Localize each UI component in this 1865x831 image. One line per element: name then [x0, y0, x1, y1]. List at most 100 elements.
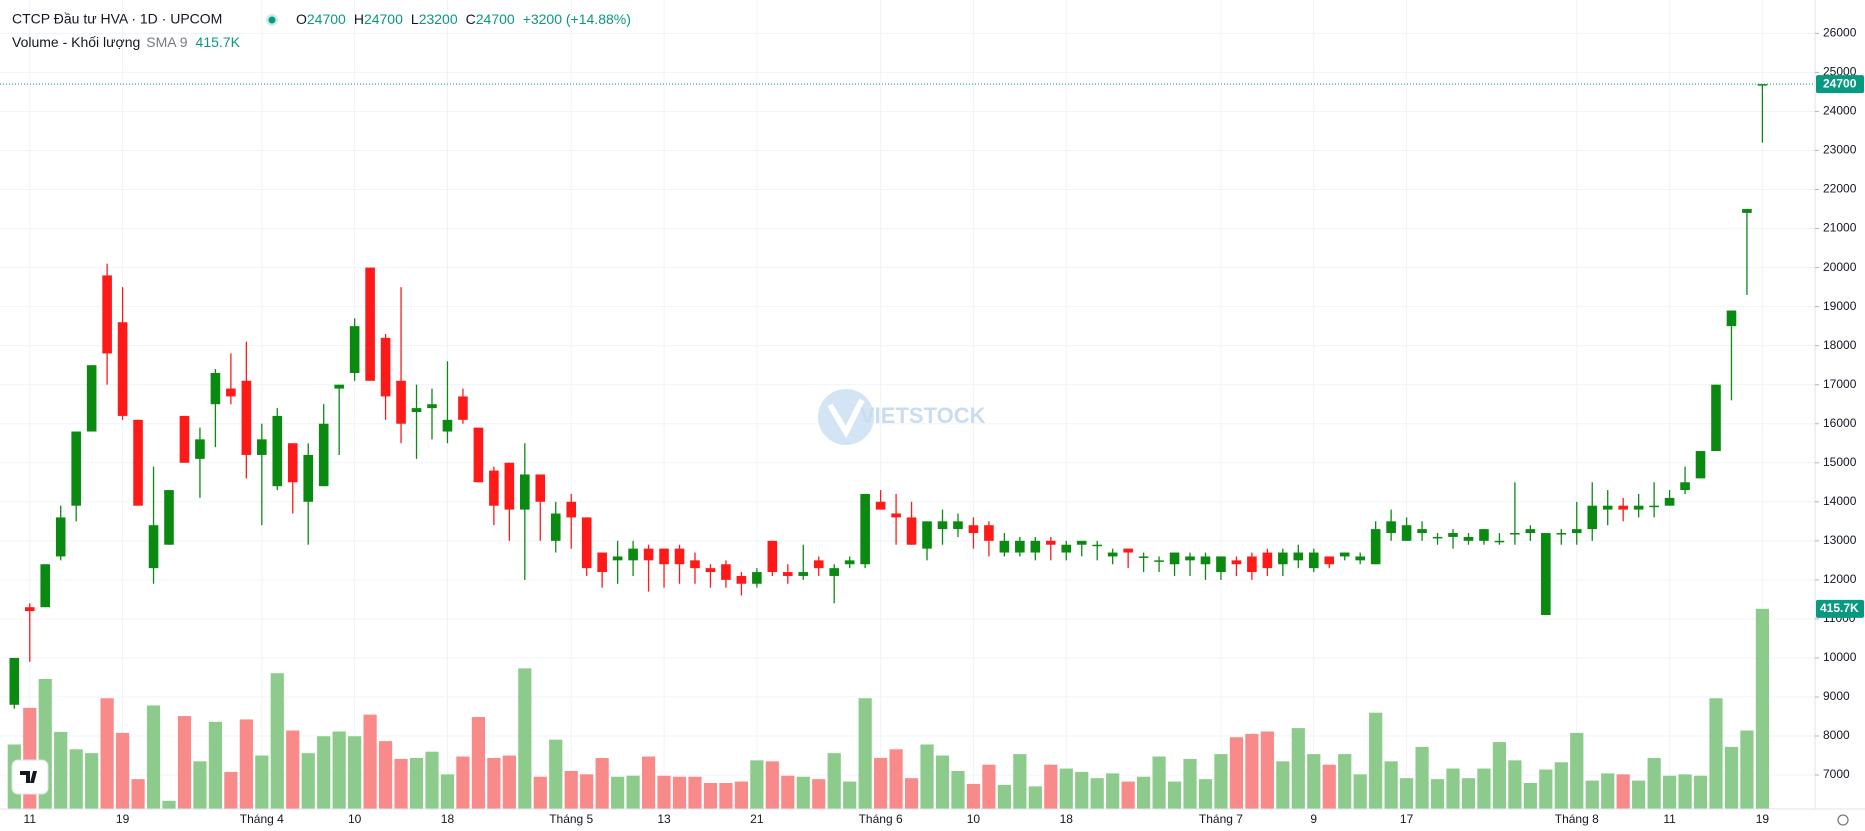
- volume-bar: [1446, 768, 1460, 809]
- volume-bar: [131, 779, 145, 809]
- volume-bar: [580, 774, 594, 809]
- x-tick-label: Tháng 6: [859, 812, 903, 826]
- volume-bar: [564, 770, 578, 809]
- candle-body: [860, 493, 870, 565]
- candle-body: [829, 568, 840, 576]
- candle-body: [40, 564, 51, 608]
- volume-bar: [1276, 761, 1290, 809]
- volume-bar: [982, 764, 996, 809]
- ohlc-value: 24700: [476, 11, 515, 27]
- volume-bar: [471, 717, 485, 809]
- candle-body: [1432, 536, 1443, 539]
- volume-bar: [1477, 768, 1491, 809]
- candle-body: [9, 657, 20, 705]
- candle-body: [674, 548, 685, 565]
- y-tick-label: 8000: [1823, 728, 1850, 742]
- last-volume-label: 415.7K: [1820, 601, 1859, 615]
- y-tick-label: 12000: [1823, 572, 1857, 586]
- volume-bar: [1632, 780, 1646, 809]
- candle-body: [1185, 556, 1195, 561]
- volume-bar: [85, 753, 99, 809]
- ohlc-legend: O24700 H24700 L23200 C24700 +3200 (+14.88%): [296, 11, 631, 27]
- volume-bar: [611, 776, 625, 809]
- y-tick-label: 19000: [1823, 299, 1857, 313]
- volume-title: Volume - Khối lượng: [12, 34, 140, 50]
- ohlc-value: 23200: [419, 11, 458, 27]
- change: +3200 (+14.88%): [523, 11, 631, 27]
- y-tick-label: 16000: [1823, 416, 1857, 430]
- candle-body: [504, 462, 515, 510]
- volume-bar: [270, 673, 284, 809]
- candle-body: [1355, 556, 1365, 561]
- candle-body: [1401, 525, 1412, 541]
- volume-bar: [935, 755, 950, 809]
- volume-bar: [1740, 730, 1754, 809]
- candle-body: [1076, 540, 1087, 545]
- volume-bar: [394, 758, 408, 809]
- watermark-logo-mark: [827, 398, 865, 439]
- volume-bar: [1075, 771, 1089, 809]
- candle-body: [380, 337, 391, 397]
- volume-bar: [1013, 754, 1027, 809]
- volume-bar: [1461, 778, 1476, 809]
- candle-body: [349, 326, 360, 373]
- candle-body: [1602, 505, 1613, 510]
- candle-body: [1525, 529, 1536, 534]
- candle-body: [597, 552, 607, 573]
- volume-bar: [1245, 733, 1259, 809]
- y-tick-label: 24000: [1823, 104, 1857, 118]
- candle-body: [86, 365, 97, 432]
- candle-body: [1386, 521, 1396, 534]
- candle-body: [581, 517, 592, 569]
- candle-body: [1278, 552, 1288, 565]
- volume-bar: [1585, 780, 1599, 809]
- candle-body: [690, 560, 700, 569]
- y-tick-label: 20000: [1823, 260, 1857, 274]
- settings-icon[interactable]: [1837, 814, 1849, 826]
- last-price-label: 24700: [1823, 76, 1857, 90]
- volume-bar: [1415, 746, 1429, 809]
- candle-body: [226, 388, 236, 397]
- candle-body: [984, 525, 994, 541]
- volume-bar: [843, 781, 857, 809]
- x-tick-label: 13: [657, 812, 671, 826]
- volume-bar: [1121, 781, 1135, 809]
- candle-body: [427, 404, 437, 409]
- volume-bar: [1523, 782, 1537, 809]
- volume-bar: [518, 668, 532, 809]
- candle-body: [257, 439, 267, 455]
- volume-bar: [951, 770, 965, 809]
- candle-body: [117, 322, 128, 416]
- volume-bar: [456, 756, 470, 809]
- candles: [9, 84, 1768, 709]
- volume-bar: [1570, 732, 1584, 809]
- x-tick-label: 17: [1400, 812, 1414, 826]
- volume-bar: [177, 716, 192, 809]
- x-tick-label: 11: [1663, 812, 1676, 826]
- candle-body: [891, 513, 901, 518]
- x-tick-label: 19: [116, 812, 130, 826]
- x-tick-label: 11: [24, 812, 37, 826]
- volume-bar: [1291, 728, 1305, 809]
- volume-bar: [1044, 764, 1058, 809]
- volume-bar: [1616, 774, 1630, 809]
- watermark-text: VIETSTOCK: [860, 403, 986, 428]
- candle-body: [71, 431, 81, 506]
- volume-bar: [115, 732, 130, 809]
- volume-bar: [1755, 608, 1770, 809]
- ohlc-label: O: [296, 11, 307, 27]
- y-tick-label: 7000: [1823, 767, 1850, 781]
- candle-body: [411, 408, 422, 413]
- candle-body: [1324, 556, 1335, 565]
- volume-pane: [7, 608, 1770, 809]
- candle-body: [1417, 529, 1427, 534]
- volume-bar: [796, 776, 810, 809]
- candle-body: [1370, 529, 1381, 565]
- tv-logo[interactable]: [11, 759, 49, 795]
- volume-bar: [317, 736, 331, 809]
- last-price-box: [1816, 75, 1864, 94]
- candle-body: [318, 423, 329, 487]
- volume-bar: [409, 757, 424, 809]
- candle-body: [334, 384, 344, 389]
- candle-body: [133, 419, 143, 506]
